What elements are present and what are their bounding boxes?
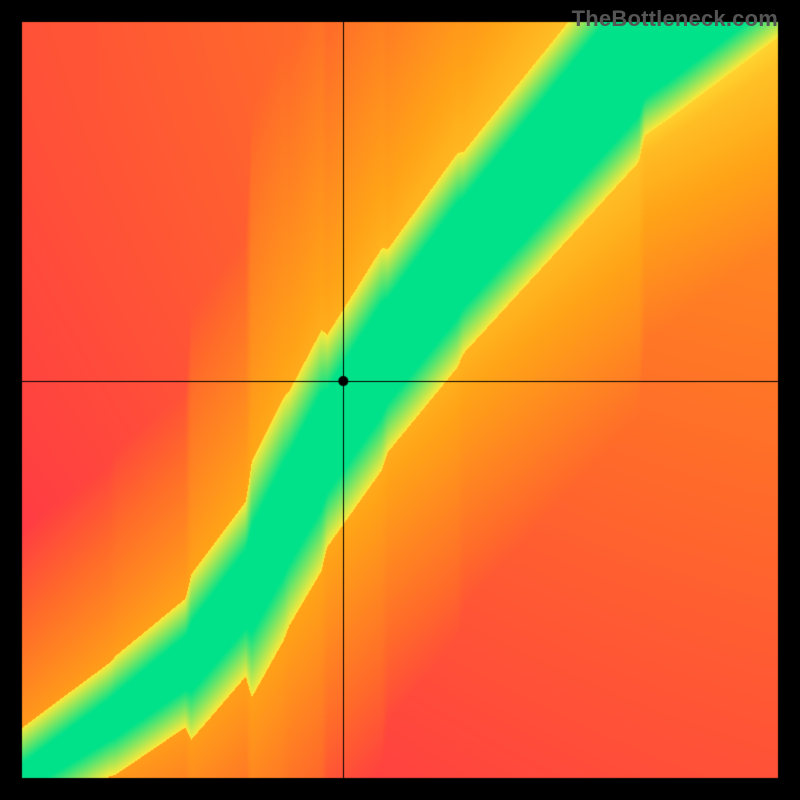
chart-container: TheBottleneck.com	[0, 0, 800, 800]
bottleneck-heatmap	[0, 0, 800, 800]
watermark-text: TheBottleneck.com	[572, 6, 778, 32]
